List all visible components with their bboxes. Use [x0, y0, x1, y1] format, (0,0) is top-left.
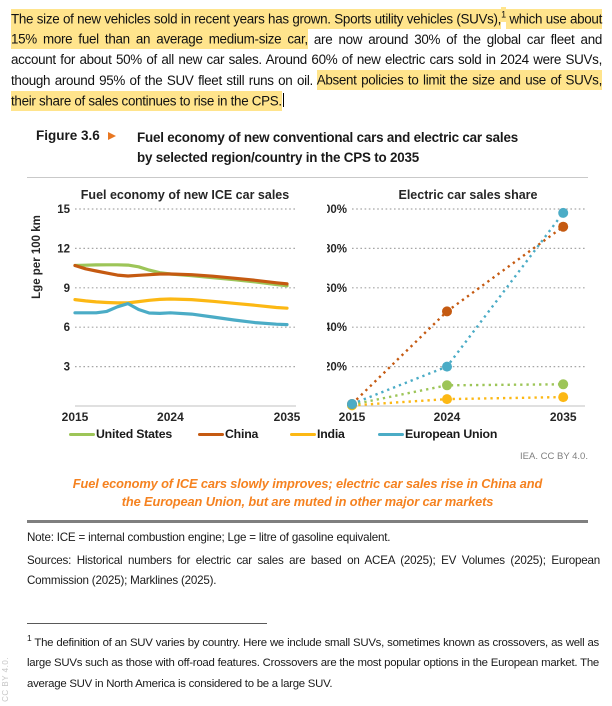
series-line: [351, 383, 564, 406]
figure-caption-line2: the European Union, but are muted in oth…: [121, 493, 494, 509]
legend-swatch-united-states: [69, 432, 95, 437]
chart-title: Fuel economy of new ICE car sales: [81, 188, 289, 202]
legend-swatch-china: [198, 432, 224, 437]
footnote-marker: 1: [27, 632, 32, 643]
data-point-marker: [558, 207, 569, 218]
figure-caption: Fuel economy of ICE cars slowly improves…: [27, 475, 588, 511]
y-tick-label: 20%: [327, 362, 347, 374]
highlighted-text-segment: 1: [501, 7, 506, 23]
data-point-marker: [442, 361, 452, 372]
footnote-text: The definition of an SUV varies by count…: [27, 636, 599, 690]
x-tick-label: 2015: [339, 410, 366, 424]
figure-note: Note: ICE = internal combustion engine; …: [27, 530, 391, 544]
figure-sources: Sources: Historical numbers for electric…: [27, 553, 600, 587]
y-tick-label: 60%: [327, 283, 347, 295]
figure-caption-line1: Fuel economy of ICE cars slowly improves…: [72, 475, 543, 491]
y-tick-label: 100%: [327, 204, 347, 216]
document-page: { "intro": { "segments": [ {"text": "The…: [0, 7, 612, 706]
legend-item-united-states: United States: [69, 427, 172, 442]
y-tick-label: 12: [57, 243, 70, 255]
data-point-marker: [558, 221, 569, 232]
legend-label-india: India: [317, 427, 345, 442]
legend-label-european-union: European Union: [405, 427, 498, 442]
electric-car-sales-chart: 20% 40% 60% 80% 100% 2015 2024 2035 Electric car…: [327, 188, 585, 424]
intro-paragraph[interactable]: The size of new vehicles sold in recent …: [11, 7, 602, 112]
data-point-marker: [442, 394, 452, 405]
legend-label-china: China: [225, 427, 259, 442]
series-line: [351, 225, 564, 405]
series-line: [73, 263, 289, 286]
legend-item-china: China: [198, 427, 258, 442]
y-tick-label: 3: [64, 362, 70, 374]
y-tick-label: 80%: [327, 243, 347, 255]
text-cursor: [282, 93, 285, 108]
series-line: [73, 297, 289, 310]
x-tick-label: 2035: [550, 410, 577, 424]
y-tick-label: 15: [57, 204, 70, 216]
x-tick-label: 2024: [157, 410, 184, 424]
triangle-right-icon: [107, 131, 116, 140]
figure-label: Figure 3.6: [36, 128, 137, 168]
y-axis-label: Lge per 100 km: [31, 215, 43, 299]
legend-item-india: India: [290, 427, 345, 442]
figure-heading: Figure 3.6 Fuel economy of new conventio…: [36, 128, 588, 168]
x-tick-label: 2035: [274, 410, 301, 424]
figure-title-line2: by selected region/country in the CPS to…: [137, 149, 419, 165]
series-line: [351, 212, 565, 406]
figure-title: Fuel economy of new conventional cars an…: [137, 128, 518, 168]
figure-title-line1: Fuel economy of new conventional cars an…: [137, 129, 518, 145]
y-tick-label: 40%: [327, 322, 347, 334]
page-side-license-text: CC BY 4.0.: [1, 657, 10, 702]
chart-title: Electric car sales share: [399, 188, 538, 202]
fuel-economy-chart: 3 6 9 12 15 2015 2024 2035 Fuel economy of new I…: [31, 188, 301, 424]
x-tick-label: 2024: [434, 410, 461, 424]
series-line: [73, 301, 289, 327]
figure-charts: 3 6 9 12 15 2015 2024 2035 Fuel economy of new I…: [27, 185, 612, 425]
x-tick-label: 2015: [62, 410, 89, 424]
legend-label-united-states: United States: [96, 427, 172, 442]
iea-attribution: IEA. CC BY 4.0.: [520, 450, 588, 462]
legend-swatch-india: [290, 432, 316, 437]
y-tick-label: 9: [64, 283, 70, 295]
chart-legend: United States China India European Union: [27, 427, 612, 442]
highlighted-text-segment: The size of new vehicles sold in recent …: [11, 8, 501, 29]
data-point-marker: [442, 306, 452, 317]
legend-item-european-union: European Union: [378, 427, 497, 442]
y-tick-label: 6: [64, 322, 70, 334]
data-point-marker: [347, 398, 357, 409]
data-point-marker: [558, 392, 569, 403]
data-point-marker: [558, 379, 569, 390]
footnote: 1 The definition of an SUV varies by cou…: [27, 628, 599, 694]
figure-bottom-divider: [27, 519, 588, 523]
text-segment: are now around 30% of the global car fle…: [11, 31, 602, 88]
figure-number: Figure 3.6: [36, 127, 100, 143]
figure-top-divider: [27, 176, 588, 178]
footnote-separator: [27, 622, 267, 624]
data-point-marker: [442, 380, 452, 391]
legend-swatch-european-union: [378, 432, 404, 437]
